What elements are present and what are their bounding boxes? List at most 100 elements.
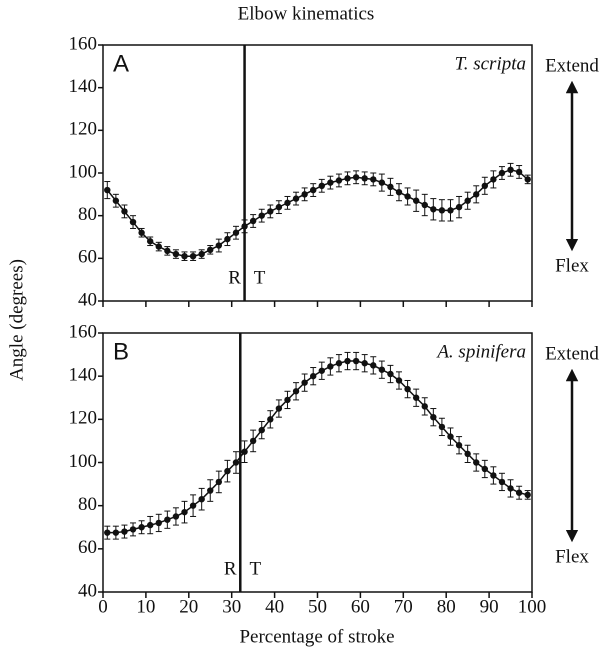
data-line — [107, 360, 528, 534]
data-point — [378, 179, 386, 186]
data-point — [310, 186, 317, 194]
y-tick-label: 120 — [69, 119, 98, 140]
data-point — [155, 243, 162, 250]
data-point — [352, 174, 360, 181]
phase-label: R — [224, 558, 237, 579]
y-tick-label: 140 — [69, 365, 98, 386]
data-point — [189, 502, 197, 509]
extend-label: Extend — [545, 55, 599, 76]
y-tick-label: 40 — [78, 580, 97, 601]
phase-label: R — [228, 267, 241, 288]
data-point — [275, 405, 283, 412]
y-tick-label: 160 — [69, 321, 98, 342]
data-point — [198, 495, 205, 503]
x-tick-label: 80 — [437, 596, 456, 617]
x-tick-label: 0 — [98, 596, 108, 617]
data-point — [515, 168, 523, 176]
data-point — [310, 372, 317, 380]
data-point — [421, 403, 428, 410]
data-point — [207, 246, 214, 253]
x-tick-label: 60 — [351, 596, 370, 617]
data-point — [344, 175, 351, 182]
data-point — [473, 191, 480, 198]
data-point — [430, 413, 437, 421]
data-point — [327, 179, 334, 186]
data-point — [249, 437, 257, 445]
data-point — [387, 183, 394, 191]
y-tick-label: 80 — [78, 204, 97, 225]
data-point — [438, 423, 446, 431]
data-point — [481, 465, 489, 473]
y-tick-label: 100 — [69, 451, 98, 472]
data-point — [267, 208, 274, 215]
data-point — [224, 467, 231, 475]
data-point — [524, 491, 531, 499]
data-point — [215, 242, 223, 249]
data-point — [352, 357, 360, 365]
data-point — [507, 166, 514, 173]
data-point — [146, 238, 154, 245]
data-point — [464, 197, 471, 204]
y-tick-label: 120 — [69, 408, 98, 429]
y-tick-label: 160 — [69, 33, 98, 54]
data-point — [318, 367, 325, 374]
data-point — [327, 363, 334, 370]
data-point — [146, 521, 154, 529]
x-tick-label: 100 — [518, 596, 547, 617]
data-point — [112, 529, 120, 536]
data-point — [447, 433, 454, 440]
data-point — [473, 459, 480, 466]
data-point — [335, 360, 343, 367]
data-point — [455, 203, 463, 211]
data-point — [121, 528, 128, 535]
data-point — [129, 526, 137, 533]
data-point — [292, 388, 300, 395]
data-point — [378, 366, 386, 373]
panel-label: A — [113, 50, 129, 77]
data-point — [404, 385, 411, 393]
data-point — [129, 218, 137, 226]
species-label: A. spinifera — [435, 341, 526, 362]
data-point — [370, 362, 377, 369]
data-point — [267, 416, 274, 423]
data-point — [232, 229, 240, 236]
data-point — [284, 396, 291, 404]
data-point — [430, 206, 437, 213]
data-point — [395, 377, 403, 384]
y-tick-label: 60 — [78, 247, 97, 268]
y-tick-label: 40 — [78, 289, 97, 310]
data-point — [232, 459, 240, 466]
y-tick-label: 60 — [78, 537, 97, 558]
data-point — [284, 199, 291, 207]
data-point — [524, 176, 531, 183]
y-tick-label: 100 — [69, 161, 98, 182]
data-line — [106, 169, 529, 257]
data-point — [455, 442, 463, 449]
species-label: T. scripta — [455, 53, 526, 74]
data-point — [181, 508, 188, 516]
data-point — [464, 450, 471, 458]
data-point — [395, 189, 403, 196]
x-tick-label: 50 — [308, 596, 327, 617]
x-tick-label: 20 — [179, 596, 198, 617]
data-point — [412, 394, 420, 401]
data-point — [447, 207, 454, 214]
data-point — [361, 175, 368, 182]
flex-label: Flex — [555, 255, 589, 276]
data-point — [438, 207, 446, 214]
data-point — [301, 379, 308, 386]
data-point — [412, 197, 420, 204]
data-point — [181, 253, 188, 260]
data-point — [207, 487, 214, 494]
extend-label: Extend — [545, 343, 599, 364]
data-point — [421, 201, 428, 209]
data-point — [344, 357, 351, 365]
data-point — [370, 176, 377, 183]
data-point — [498, 169, 506, 177]
data-point — [104, 186, 111, 194]
phase-label: T — [249, 558, 261, 579]
data-point — [138, 229, 145, 236]
x-tick-label: 40 — [265, 596, 284, 617]
y-tick-label: 140 — [69, 76, 98, 97]
